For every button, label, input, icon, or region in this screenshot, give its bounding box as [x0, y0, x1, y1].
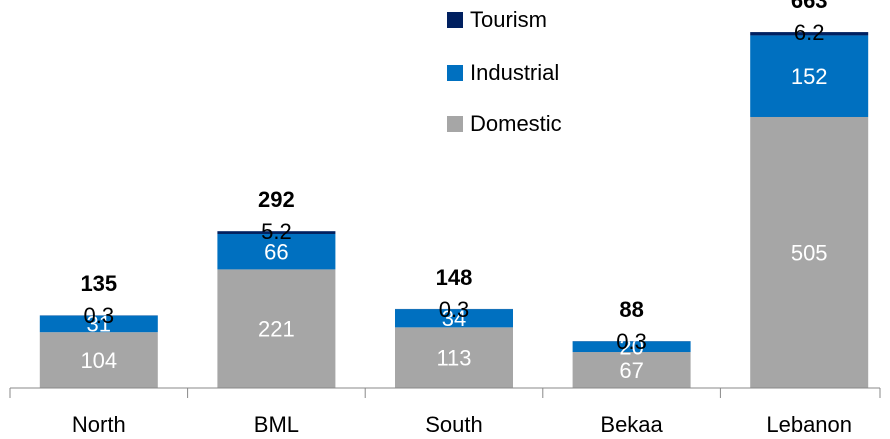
data-label: 113	[436, 345, 471, 370]
total-label: 663	[791, 0, 828, 13]
legend-swatch	[447, 12, 463, 28]
data-label: 31	[87, 312, 111, 337]
data-label: 152	[791, 64, 828, 89]
bar-segment	[750, 32, 869, 36]
x-tick-label: Lebanon	[766, 412, 852, 437]
data-label: 66	[264, 240, 288, 265]
bar-segment	[750, 116, 869, 388]
bar-segment	[217, 269, 336, 388]
total-label: 135	[80, 271, 117, 296]
x-tick-label: Bekaa	[600, 412, 663, 437]
bar-segment	[395, 309, 513, 328]
bar-segment	[572, 352, 691, 388]
bar-segment	[572, 341, 691, 353]
data-label: 34	[442, 306, 466, 331]
legend-swatch	[447, 116, 463, 132]
x-tick-label: North	[72, 412, 126, 437]
legend-label: Domestic	[470, 111, 562, 136]
bar-segment	[39, 332, 158, 388]
data-label: 67	[619, 358, 643, 383]
bar-segment	[750, 35, 869, 117]
x-tick-label: BML	[254, 412, 299, 437]
data-label: 5.2	[261, 219, 292, 244]
bar-segment	[217, 233, 336, 270]
data-label: 6.2	[794, 20, 825, 45]
legend-label: Industrial	[470, 60, 559, 85]
bar-segment	[217, 231, 336, 234]
total-label: 148	[436, 265, 473, 290]
data-label: 221	[258, 317, 295, 342]
data-label: 20	[619, 334, 643, 359]
data-label: 0.3	[616, 329, 647, 354]
data-label: 0.3	[84, 303, 115, 328]
data-label: 0.3	[439, 297, 470, 322]
x-tick-label: South	[425, 412, 483, 437]
bar-segment	[39, 315, 158, 333]
data-label: 104	[80, 348, 117, 373]
legend-label: Tourism	[470, 7, 547, 32]
total-label: 292	[258, 187, 295, 212]
data-label: 505	[791, 240, 828, 265]
total-label: 88	[619, 297, 643, 322]
bar-segment	[395, 327, 513, 388]
legend-swatch	[447, 65, 463, 81]
